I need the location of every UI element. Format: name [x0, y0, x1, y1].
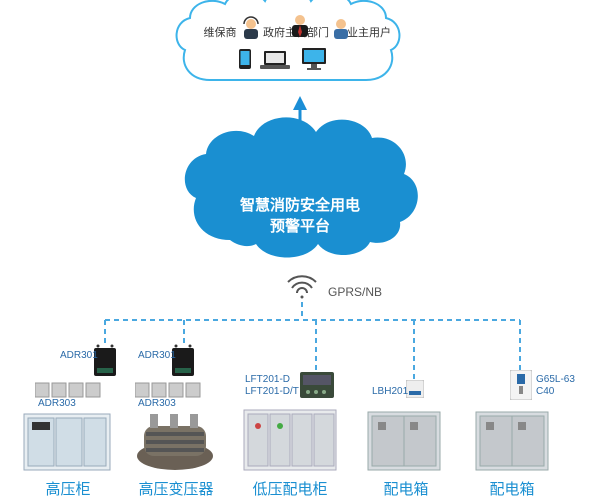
- cabinet-1-icon: [22, 412, 112, 474]
- uplink-arrowhead: [293, 96, 307, 110]
- breaker-model-2: C40: [536, 386, 554, 397]
- cabinet-5-label: 配电箱: [482, 478, 542, 499]
- laptop-icon: [260, 50, 290, 70]
- cabinet-3-icon: [242, 408, 338, 474]
- person-tie-icon: [288, 12, 312, 40]
- wireless-label: GPRS/NB: [328, 285, 382, 299]
- cabinet-4-label: 配电箱: [376, 478, 436, 499]
- lft-model-2: LFT201-D/T: [245, 386, 299, 397]
- sensor-2-model: ADR303: [138, 398, 176, 409]
- center-cloud-title: 智慧消防安全用电 预警平台: [220, 195, 380, 237]
- gateway-1-model: ADR301: [60, 350, 98, 361]
- person-user-icon: [330, 16, 352, 40]
- center-cloud-line2: 预警平台: [220, 216, 380, 237]
- cabinet-1-label: 高压柜: [36, 478, 100, 499]
- cabinet-3-label: 低压配电柜: [246, 478, 334, 499]
- person-headset-icon: [240, 16, 262, 40]
- lft-device: [300, 372, 334, 403]
- desktop-icon: [300, 46, 328, 72]
- sensor-1-model: ADR303: [38, 398, 76, 409]
- lft-model-1: LFT201-D: [245, 374, 290, 385]
- cabinet-5-icon: [470, 408, 554, 474]
- cabinet-2-icon: [130, 412, 220, 474]
- breaker-device: [510, 370, 532, 405]
- cabinet-4-icon: [362, 408, 446, 474]
- gateway-2-model: ADR301: [138, 350, 176, 361]
- lbh-model: LBH201: [372, 386, 408, 397]
- wifi-icon: [288, 276, 316, 298]
- stakeholder-label-1: 维保商: [200, 24, 240, 40]
- phone-icon: [238, 48, 252, 70]
- top-cloud-content: 维保商 政府主管部门 业主用户: [200, 10, 400, 90]
- breaker-model-1: G65L-63: [536, 374, 575, 385]
- lbh-device: [406, 380, 424, 403]
- center-cloud-line1: 智慧消防安全用电: [220, 195, 380, 216]
- cabinet-2-label: 高压变压器: [132, 478, 220, 499]
